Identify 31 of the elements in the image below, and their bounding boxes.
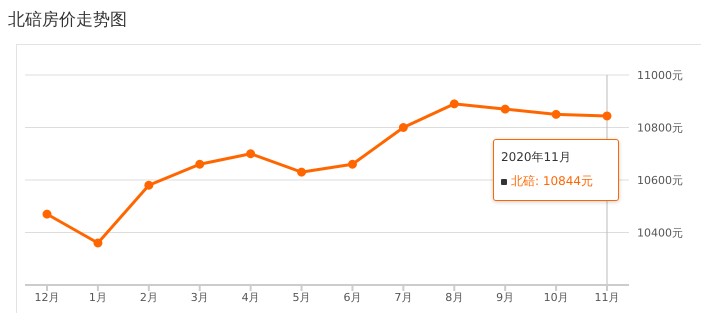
- y-tick-label: 10600元: [637, 174, 683, 187]
- point: [144, 180, 154, 190]
- point: [500, 104, 510, 114]
- x-tick-label: 11月: [594, 290, 620, 304]
- point: [398, 123, 408, 132]
- point: [602, 111, 612, 120]
- x-tick-label: 1月: [88, 290, 107, 304]
- x-tick-label: 2月: [140, 290, 158, 304]
- x-tick-label: 4月: [242, 290, 260, 304]
- chart-title: 北碚房价走势图: [8, 9, 127, 31]
- x-tick-label: 5月: [292, 290, 311, 304]
- annotation: 北碚: 10844元: [511, 173, 594, 190]
- x-tick-label: 12月: [34, 290, 60, 304]
- point: [195, 160, 204, 169]
- point: [297, 168, 306, 177]
- annotation: 2020年11月: [501, 149, 571, 166]
- x-tick-label: 3月: [190, 290, 209, 304]
- point: [246, 149, 256, 158]
- x-tick-label: 7月: [394, 290, 412, 304]
- y-tick-label: 10400元: [637, 226, 683, 240]
- point: [42, 210, 52, 219]
- x-tick-label: 6月: [343, 290, 362, 304]
- point: [93, 238, 102, 248]
- x-tick-label: 8月: [445, 290, 464, 304]
- point: [348, 160, 357, 169]
- x-tick-label: 10月: [544, 290, 569, 304]
- y-tick-label: 11000元: [637, 68, 683, 82]
- point: [552, 110, 561, 119]
- x-tick-label: 9月: [496, 290, 514, 304]
- point: [450, 99, 459, 108]
- y-tick-label: 10800元: [637, 121, 683, 134]
